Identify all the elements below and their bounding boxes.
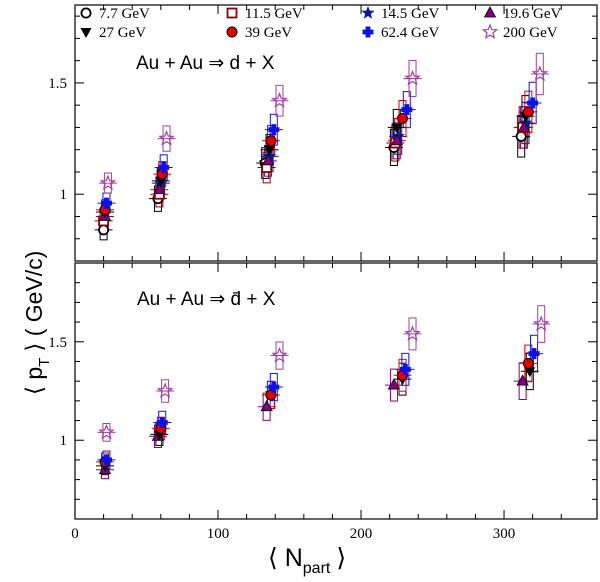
markers-200-gev [99,65,549,191]
legend-item: 7.7 GeV [80,6,150,22]
reaction-annotation: Au + Au ⇒ d + X [136,53,275,74]
legend-item: 11.5 GeV [226,6,303,22]
data-point [533,315,550,332]
data-point [260,399,273,412]
legend-item: 19.6 GeV [483,6,561,22]
x-tick-label: 200 [350,526,373,542]
data-point [399,363,411,375]
data-point [517,120,531,132]
data-point [153,182,166,195]
legend-label: 7.7 GeV [99,6,150,22]
panel-bottom: 1 1.5 Au + Au ⇒ d̄ + X [48,262,598,520]
data-point [265,135,277,147]
legend-label: 39 GeV [245,25,292,41]
legend-item: 200 GeV [481,23,558,41]
data-point [268,124,280,136]
data-point [522,106,534,118]
panel-top: 1 1.5 Au + Au ⇒ d + X [48,4,598,262]
legend-label: 200 GeV [503,25,558,41]
legend-label: 11.5 GeV [245,6,303,22]
data-point [271,346,288,363]
markers-62-4-gev [100,348,540,466]
data-point [391,123,403,134]
legend-marker [362,26,374,38]
legend: 7.7 GeV 11.5 GeV 14.5 GeV 19.6 GeV 27 GeV 39 … [80,6,561,41]
x-axis-label: ⟨ Npart ⟩ [268,544,346,577]
data-point [515,130,527,142]
x-tick-label: 300 [493,526,516,542]
data-point [518,116,533,129]
data-point [527,97,539,109]
series-39-gev [96,344,538,472]
x-tick-labels: 0 100 200 300 [71,526,515,542]
data-point [528,348,540,360]
data-point [404,69,421,86]
data-point [390,133,403,146]
panel-frame [74,4,598,262]
legend-marker [361,6,375,19]
legend-marker [226,7,238,19]
data-point [404,325,421,341]
reaction-annotation: Au + Au ⇒ d̄ + X [137,289,276,310]
data-point [100,197,112,209]
data-point [158,162,170,174]
data-point [156,417,168,429]
y-tick-label: 1.5 [48,335,67,351]
y-tick-label: 1 [60,433,68,449]
data-point [531,65,549,82]
data-point [268,381,280,393]
legend-marker [481,23,499,40]
legend-label: 14.5 GeV [381,6,439,22]
data-point [387,378,401,390]
data-point [522,357,534,369]
legend-item: 62.4 GeV [362,25,439,41]
data-point [516,374,529,386]
legend-marker [80,7,92,19]
legend-item: 27 GeV [80,25,146,41]
legend-marker [483,6,497,18]
data-point [98,423,115,440]
legend-label: 62.4 GeV [381,25,439,41]
legend-item: 14.5 GeV [361,6,439,22]
series-27-gev [96,352,539,476]
data-point [263,145,275,156]
y-tick-label: 1 [60,187,68,203]
data-point [401,104,413,116]
x-tick-label: 100 [207,526,230,542]
data-point [158,129,175,146]
data-point [391,129,405,142]
y-tick-label: 1.5 [48,76,67,92]
markers-39-gev [99,357,534,468]
panel-frame [74,262,598,520]
panels: 1 1.5 Au + Au ⇒ d + X 1 1.5 Au + Au ⇒ d̄ + X [48,4,598,520]
y-axis-label: ⟨ pT⟩ ( GeV/c) [21,251,53,395]
data-point [156,382,174,399]
legend-label: 27 GeV [99,25,146,41]
data-point [261,153,275,166]
legend-marker [80,28,92,38]
data-point [524,367,536,378]
data-point [271,92,288,108]
data-point [99,174,117,191]
data-point [397,113,409,125]
legend-item: 39 GeV [226,25,292,41]
data-point [100,454,112,466]
data-point [262,149,277,162]
markers-19-6-gev [98,120,531,221]
markers-62-4-gev [100,97,539,209]
legend-label: 19.6 GeV [503,6,561,22]
markers-200-gev [98,315,550,440]
legend-marker [226,26,238,38]
data-point [98,224,110,236]
x-tick-label: 0 [71,526,79,542]
